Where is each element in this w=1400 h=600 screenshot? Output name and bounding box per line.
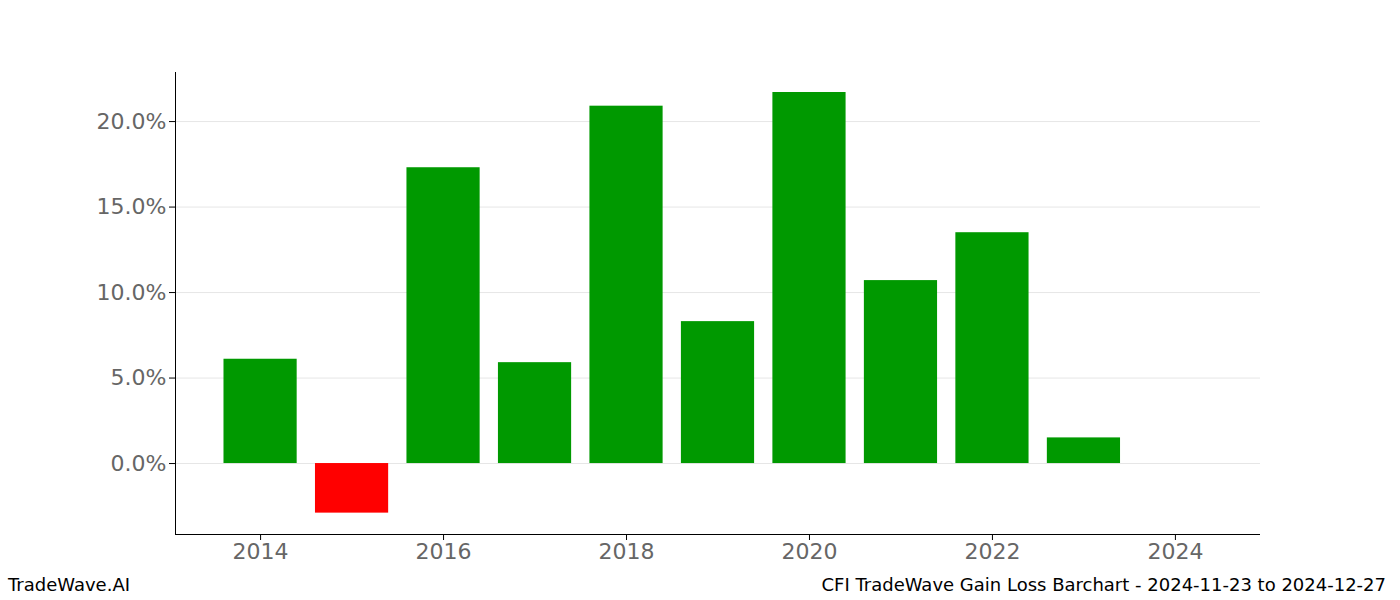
svg-text:10.0%: 10.0% [97,280,167,305]
svg-text:2024: 2024 [1147,539,1203,564]
svg-text:2022: 2022 [964,539,1020,564]
svg-text:2014: 2014 [233,539,289,564]
svg-text:15.0%: 15.0% [97,194,167,219]
svg-text:2016: 2016 [416,539,472,564]
svg-text:0.0%: 0.0% [111,451,167,476]
html-text:TradeWave.AI: TradeWave.AI [8,574,130,595]
svg-text:2020: 2020 [781,539,837,564]
svg-text:20.0%: 20.0% [97,109,167,134]
html-text:CFI TradeWave Gain Loss Barcha: CFI TradeWave Gain Loss Barchart - 2024-… [821,574,1386,595]
svg-text:2018: 2018 [599,539,655,564]
svg-text:5.0%: 5.0% [111,365,167,390]
